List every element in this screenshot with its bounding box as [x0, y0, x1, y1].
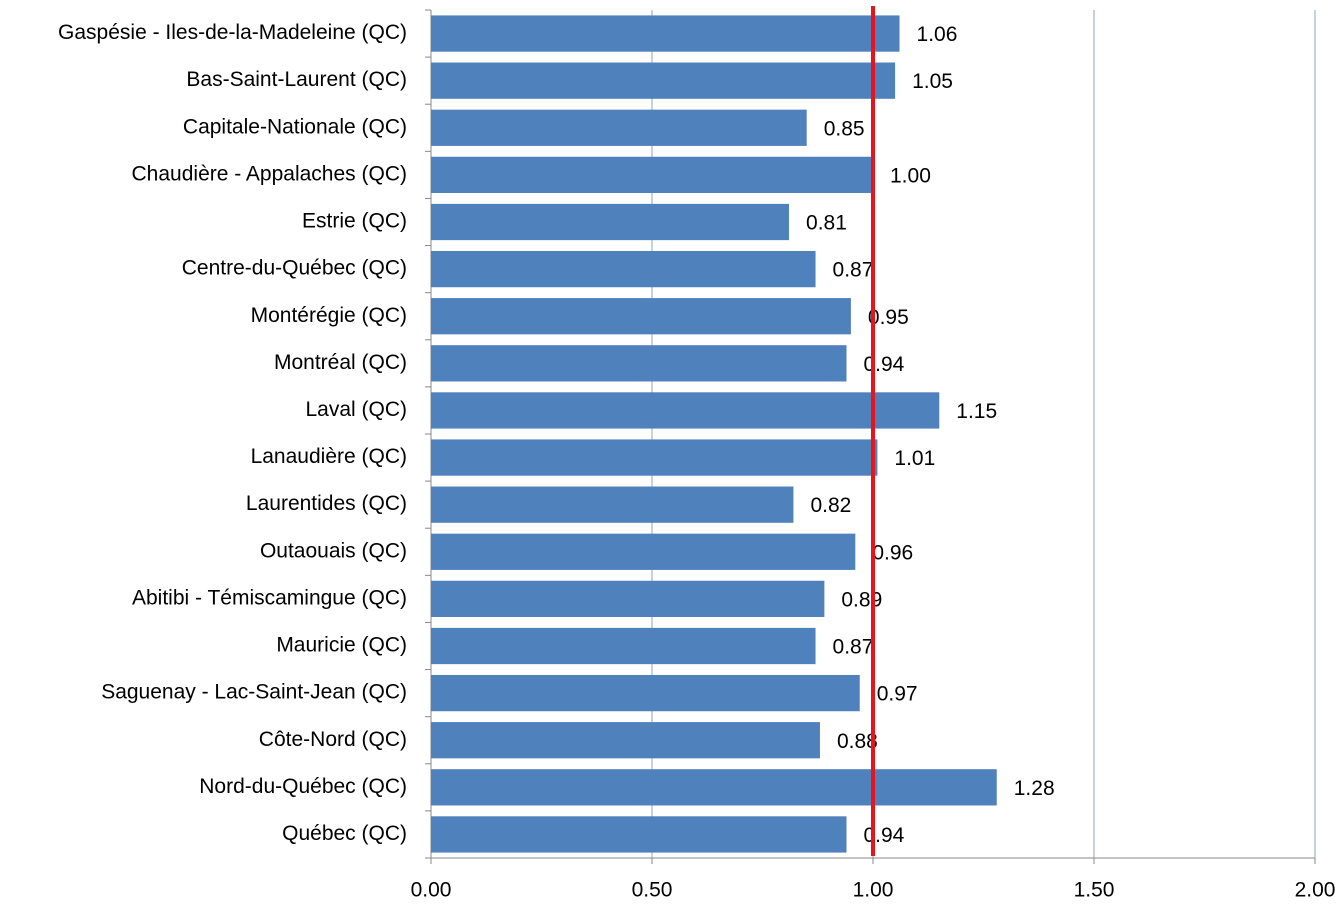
- bar: [431, 816, 847, 853]
- y-tick-label: Lanaudière (QC): [251, 445, 407, 468]
- bar: [431, 439, 878, 476]
- x-tick-label: 1.50: [1074, 879, 1115, 902]
- y-tick-label: Chaudière - Appalaches (QC): [132, 162, 407, 185]
- y-tick-label: Mauricie (QC): [276, 634, 407, 657]
- bar: [431, 203, 790, 241]
- bar: [431, 722, 820, 759]
- x-tick-label: 0.50: [632, 879, 673, 902]
- value-label: 0.95: [868, 306, 909, 329]
- value-label: 1.28: [1014, 777, 1055, 800]
- y-tick-label: Outaouais (QC): [260, 539, 407, 562]
- y-tick-label: Estrie (QC): [302, 210, 407, 233]
- y-tick-label: Montérégie (QC): [251, 304, 407, 327]
- y-tick-label: Nord-du-Québec (QC): [199, 775, 407, 798]
- y-tick-label: Capitale-Nationale (QC): [183, 115, 407, 138]
- bar: [431, 156, 873, 194]
- bar: [431, 627, 816, 665]
- y-tick-label: Laval (QC): [305, 398, 407, 421]
- value-label: 0.88: [837, 730, 878, 753]
- x-tick-label: 1.00: [853, 879, 894, 902]
- y-tick-label: Laurentides (QC): [246, 492, 407, 515]
- y-tick-label: Gaspésie - Iles-de-la-Madeleine (QC): [58, 21, 407, 44]
- y-tick-label: Québec (QC): [282, 822, 407, 845]
- bar: [431, 109, 807, 146]
- bar: [431, 250, 816, 288]
- y-tick-label: Bas-Saint-Laurent (QC): [186, 68, 407, 91]
- value-label: 0.94: [863, 824, 904, 847]
- bar: [431, 15, 900, 52]
- bar: [431, 486, 794, 523]
- value-label: 0.82: [810, 494, 851, 517]
- value-label: 0.87: [833, 259, 874, 282]
- y-tick-label: Côte-Nord (QC): [259, 728, 407, 751]
- value-label: 1.01: [894, 447, 935, 470]
- bar: [431, 392, 940, 429]
- bar: [431, 345, 847, 382]
- bar: [431, 769, 997, 806]
- bar: [431, 533, 856, 570]
- y-tick-label: Saguenay - Lac-Saint-Jean (QC): [101, 681, 407, 704]
- x-tick-label: 2.00: [1295, 879, 1336, 902]
- value-label: 0.85: [824, 117, 865, 140]
- value-label: 0.89: [841, 588, 882, 611]
- value-label: 0.97: [877, 683, 918, 706]
- value-label: 1.05: [912, 70, 953, 93]
- bar: [431, 298, 851, 335]
- y-tick-label: Montréal (QC): [274, 351, 407, 374]
- value-label: 1.06: [917, 23, 958, 46]
- bar: [431, 62, 896, 99]
- bar: [431, 674, 860, 712]
- value-label: 0.94: [863, 353, 904, 376]
- value-label: 0.81: [806, 212, 847, 235]
- x-tick-label: 0.00: [411, 879, 452, 902]
- value-label: 0.87: [833, 636, 874, 659]
- value-label: 0.96: [872, 541, 913, 564]
- value-label: 1.00: [890, 164, 931, 187]
- value-label: 1.15: [956, 400, 997, 423]
- y-tick-label: Abitibi - Témiscamingue (QC): [132, 586, 407, 609]
- bar: [431, 580, 825, 618]
- y-tick-label: Centre-du-Québec (QC): [182, 257, 407, 280]
